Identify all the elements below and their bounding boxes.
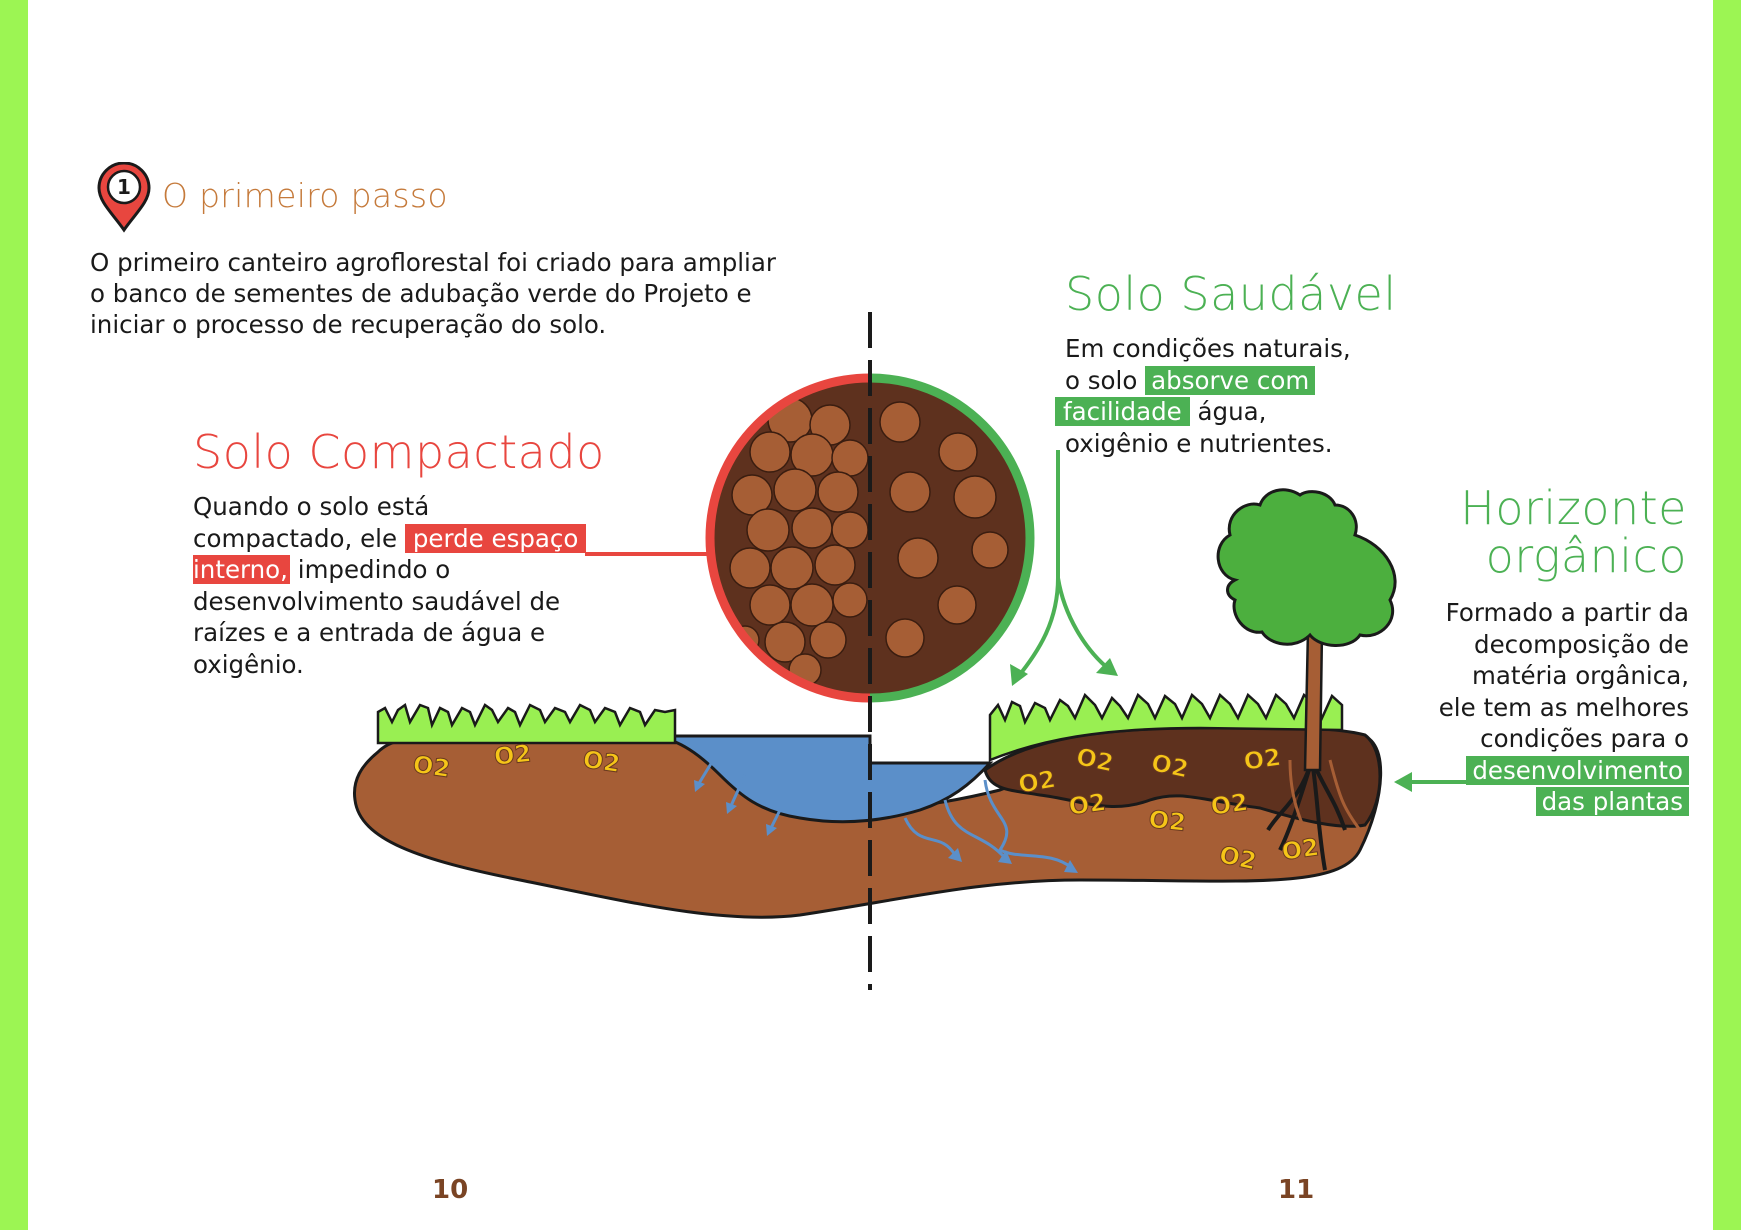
o2-label: O2 <box>1209 788 1250 821</box>
text-line: ele tem as melhores <box>1438 692 1689 722</box>
text-line: o solo absorve com <box>1065 365 1385 397</box>
text-line: oxigênio e nutrientes. <box>1065 428 1333 458</box>
o2-label: O2 <box>1242 743 1283 776</box>
page-number-right: 11 <box>1278 1175 1315 1205</box>
grass-right <box>988 692 1344 762</box>
o2-label: O2 <box>1280 833 1321 866</box>
oxygen-labels: O2 O2 O2 O2 O2 O2 O2 O2 O2 O2 O2 O2 <box>411 739 1321 876</box>
healthy-soil-heading: Solo Saudável <box>1065 267 1397 321</box>
right-green-margin <box>1713 0 1741 1230</box>
step-title: O primeiro passo <box>162 176 448 215</box>
soil-comparison-circle <box>705 373 1035 703</box>
highlight-internal: interno, <box>193 555 290 584</box>
text-line: Formado a partir da <box>1445 598 1689 627</box>
o2-label: O2 <box>1016 765 1057 799</box>
arrow-head-icon <box>1010 664 1028 686</box>
text-span: água, <box>1189 397 1267 426</box>
text-line: interno, impedindo o <box>193 554 593 586</box>
text-line: condições para o <box>1480 724 1689 753</box>
arrow-head-icon <box>1096 658 1118 676</box>
text-span: compactado, ele <box>193 523 405 553</box>
intro-paragraph: O primeiro canteiro agroflorestal foi cr… <box>90 247 810 340</box>
o2-label: O2 <box>1217 840 1259 875</box>
intro-line: o banco de sementes de adubação verde do… <box>90 279 752 308</box>
water-pool <box>654 734 994 824</box>
o2-label: O2 <box>581 745 622 778</box>
text-line: facilidade água, <box>1055 396 1385 428</box>
text-span: impedindo o <box>289 555 451 584</box>
text-line: oxigênio. <box>193 649 304 679</box>
tree-icon <box>1216 488 1397 871</box>
water-arrow-heads <box>694 780 1078 873</box>
text-line: desenvolvimento saudável de <box>193 586 561 616</box>
healthy-arrows <box>1015 450 1112 680</box>
organic-horizon-heading: Horizonte orgânico <box>1460 484 1687 581</box>
compacted-soil-paragraph: Quando o solo está compactado, ele perde… <box>193 491 593 680</box>
text-line: desenvolvimento <box>1369 755 1689 787</box>
text-line: raízes e a entrada de água e <box>193 618 546 647</box>
highlight-easily: facilidade <box>1055 397 1190 426</box>
highlight-plants: das plantas <box>1535 787 1689 816</box>
text-line: Quando o solo está <box>193 492 430 521</box>
intro-line: O primeiro canteiro agroflorestal foi cr… <box>90 248 776 277</box>
arrow-head-icon <box>1394 772 1412 792</box>
page-number-left: 10 <box>432 1175 469 1205</box>
map-pin-icon: 1 <box>97 162 151 233</box>
organic-horizon-paragraph: Formado a partir da decomposição de maté… <box>1369 597 1689 818</box>
text-line: matéria orgânica, <box>1471 661 1689 690</box>
healthy-soil-paragraph: Em condições naturais, o solo absorve co… <box>1055 333 1385 459</box>
o2-label: O2 <box>493 739 533 771</box>
compacted-soil-heading: Solo Compactado <box>193 425 605 479</box>
text-span: o solo <box>1065 365 1146 395</box>
highlight-development: desenvolvimento <box>1466 755 1689 785</box>
intro-line: iniciar o processo de recuperação do sol… <box>90 310 607 339</box>
o2-label: O2 <box>411 750 452 783</box>
heading-line: orgânico <box>1485 529 1687 584</box>
text-line: Em condições naturais, <box>1065 334 1351 363</box>
o2-label: O2 <box>1147 805 1187 837</box>
highlight-absorbs: absorve com <box>1145 365 1316 395</box>
heading-line: Horizonte <box>1460 481 1687 535</box>
step-number: 1 <box>117 175 131 199</box>
text-line: decomposição de <box>1474 629 1689 659</box>
highlight-lost-space: perde espaço <box>404 523 587 553</box>
left-green-margin <box>0 0 28 1230</box>
grass-left <box>376 702 677 745</box>
text-line: das plantas <box>1369 786 1689 818</box>
o2-label: O2 <box>1067 788 1108 821</box>
text-line: compactado, ele perde espaço <box>193 523 593 555</box>
